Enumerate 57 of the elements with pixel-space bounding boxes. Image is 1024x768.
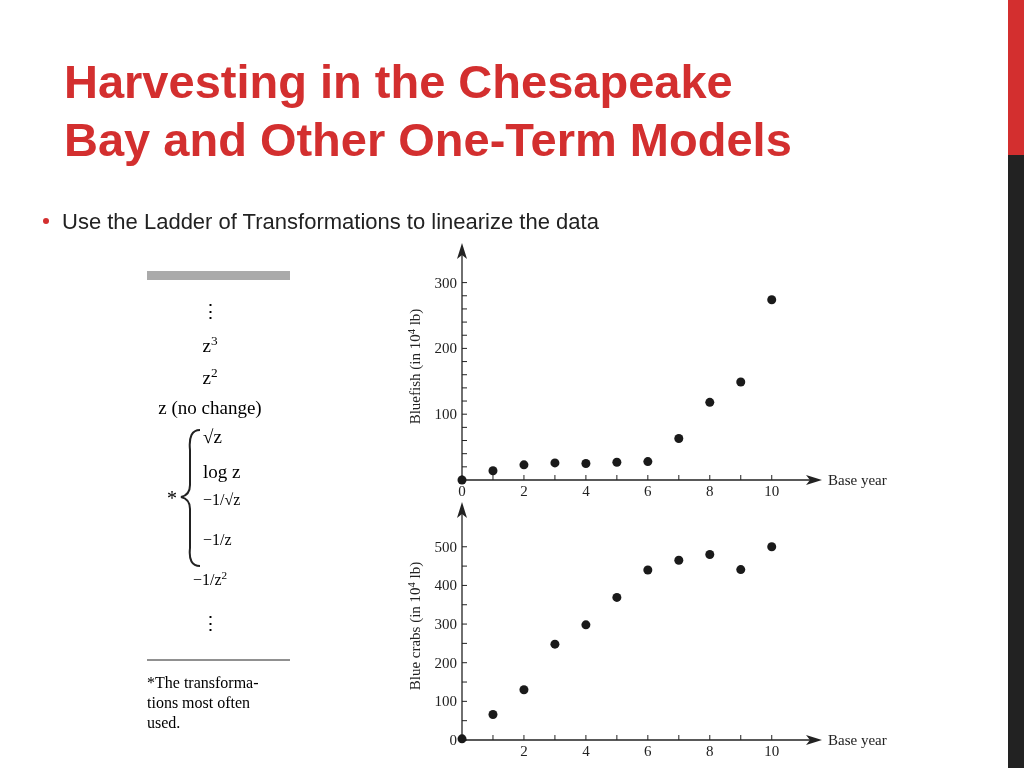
y-tick-label: 300 bbox=[434, 616, 457, 633]
point bbox=[736, 377, 746, 387]
point bbox=[488, 466, 498, 476]
x-axis-title: Base year bbox=[828, 472, 887, 488]
x-tick-label: 6 bbox=[644, 483, 653, 499]
x-tick-label: 6 bbox=[644, 743, 653, 759]
point bbox=[581, 459, 591, 469]
x-tick-label: 2 bbox=[520, 743, 528, 759]
y-tick-label: 200 bbox=[434, 654, 457, 671]
text: tions most often bbox=[147, 694, 251, 711]
y-tick-label: 300 bbox=[434, 274, 457, 291]
y-tick-label: 400 bbox=[434, 577, 457, 594]
point bbox=[674, 434, 684, 444]
point bbox=[643, 457, 653, 467]
point bbox=[767, 542, 777, 552]
text: z$^{3}$ bbox=[202, 332, 218, 356]
x-tick-label: 4 bbox=[582, 743, 591, 759]
point bbox=[550, 458, 560, 468]
point bbox=[612, 457, 622, 467]
text: z$^{2}$ bbox=[202, 364, 218, 388]
x-tick-label: 4 bbox=[582, 483, 591, 499]
y-tick-label: 0 bbox=[449, 732, 457, 748]
point bbox=[674, 555, 684, 565]
point bbox=[488, 710, 498, 719]
point bbox=[550, 639, 560, 649]
point bbox=[705, 550, 715, 560]
point bbox=[519, 460, 529, 470]
text: ⋮ bbox=[200, 613, 220, 634]
point bbox=[767, 295, 777, 305]
text: *The transforma- bbox=[147, 674, 259, 691]
y-tick-label: 200 bbox=[434, 340, 457, 357]
text: Harvesting in the Chesapeake Bay and Other One-Term Models bbox=[64, 55, 792, 166]
text: * bbox=[167, 487, 177, 509]
y-tick-label: 500 bbox=[434, 538, 457, 555]
x-tick-label: 2 bbox=[520, 483, 528, 499]
x-tick-label: 8 bbox=[706, 743, 714, 759]
y-tick-label: 100 bbox=[434, 406, 457, 423]
text: log z bbox=[203, 461, 241, 482]
point bbox=[581, 620, 591, 630]
text: −1/√z bbox=[203, 491, 241, 508]
text: −1/z$^{2}$ bbox=[192, 569, 228, 588]
text: z (no change) bbox=[158, 397, 262, 419]
text: −1/z bbox=[203, 531, 232, 548]
y-tick-label: 100 bbox=[434, 693, 457, 710]
point bbox=[705, 397, 715, 407]
text: ⋮ bbox=[200, 301, 220, 322]
point bbox=[643, 565, 653, 575]
x-axis-title: Base year bbox=[828, 732, 887, 748]
point bbox=[736, 565, 746, 575]
x-tick-label: 8 bbox=[706, 483, 714, 499]
x-tick-label: 10 bbox=[764, 743, 780, 759]
point bbox=[519, 685, 529, 695]
x-tick-label: 10 bbox=[764, 483, 780, 499]
point bbox=[612, 592, 622, 602]
text: Use the Ladder of Transformations to linearize the data bbox=[62, 209, 600, 234]
text: √z bbox=[203, 426, 222, 447]
text: used. bbox=[147, 714, 181, 731]
